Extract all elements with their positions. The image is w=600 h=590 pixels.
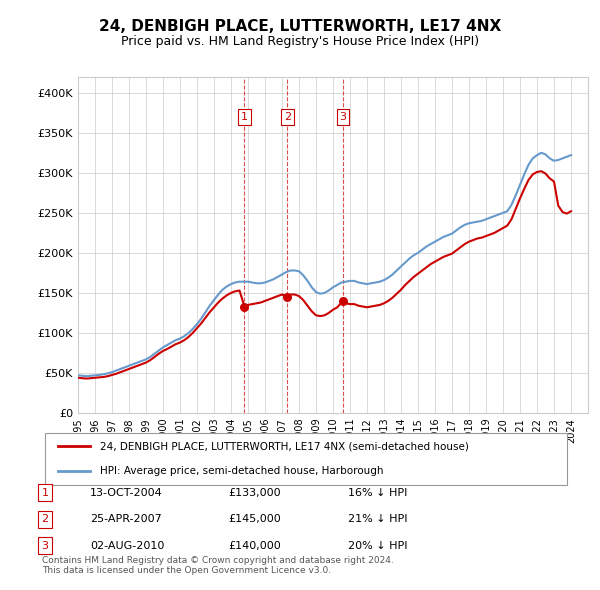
Text: 24, DENBIGH PLACE, LUTTERWORTH, LE17 4NX: 24, DENBIGH PLACE, LUTTERWORTH, LE17 4NX [99, 19, 501, 34]
Text: 1: 1 [41, 488, 49, 497]
FancyBboxPatch shape [44, 433, 568, 484]
Text: £133,000: £133,000 [228, 488, 281, 497]
Text: 3: 3 [340, 112, 347, 122]
Text: Contains HM Land Registry data © Crown copyright and database right 2024.
This d: Contains HM Land Registry data © Crown c… [42, 556, 394, 575]
Text: 25-APR-2007: 25-APR-2007 [90, 514, 162, 524]
Text: 2: 2 [41, 514, 49, 524]
Text: £145,000: £145,000 [228, 514, 281, 524]
Point [283, 292, 292, 301]
Text: 3: 3 [41, 541, 49, 550]
Text: 21% ↓ HPI: 21% ↓ HPI [348, 514, 407, 524]
Text: 02-AUG-2010: 02-AUG-2010 [90, 541, 164, 550]
Point [239, 302, 249, 312]
Text: 1: 1 [241, 112, 248, 122]
Text: Price paid vs. HM Land Registry's House Price Index (HPI): Price paid vs. HM Land Registry's House … [121, 35, 479, 48]
Text: £140,000: £140,000 [228, 541, 281, 550]
Text: 20% ↓ HPI: 20% ↓ HPI [348, 541, 407, 550]
Text: HPI: Average price, semi-detached house, Harborough: HPI: Average price, semi-detached house,… [100, 466, 383, 476]
Text: 16% ↓ HPI: 16% ↓ HPI [348, 488, 407, 497]
Point [338, 296, 348, 306]
Text: 13-OCT-2004: 13-OCT-2004 [90, 488, 163, 497]
Text: 2: 2 [284, 112, 291, 122]
Text: 24, DENBIGH PLACE, LUTTERWORTH, LE17 4NX (semi-detached house): 24, DENBIGH PLACE, LUTTERWORTH, LE17 4NX… [100, 441, 469, 451]
